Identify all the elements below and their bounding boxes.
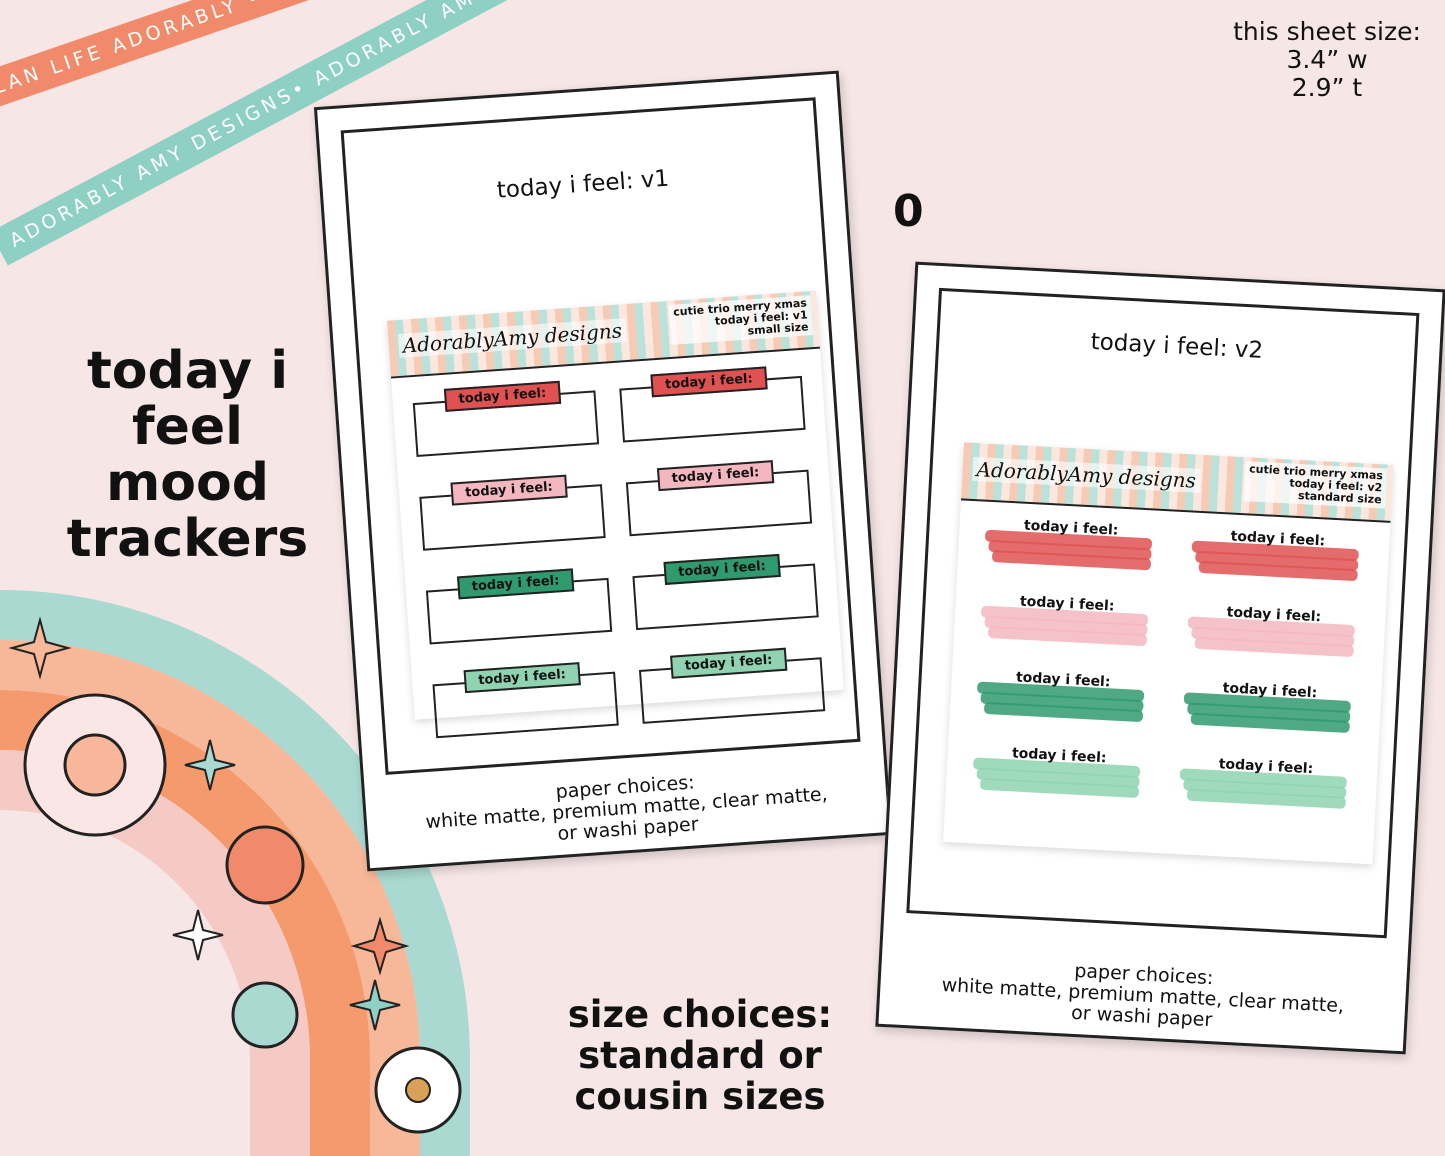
- sticker-tag: today i feel:: [450, 474, 568, 506]
- size-choices-line-3: cousin sizes: [574, 1075, 826, 1118]
- sticker-strip: today i feel:: [977, 513, 1163, 580]
- title-line-2: mood: [106, 453, 269, 513]
- sparkle-icon: [8, 616, 72, 680]
- sheet-size-height: 2.9” t: [1291, 73, 1363, 102]
- rainbow-illustration: [0, 590, 470, 1156]
- sticker-tag: today i feel:: [663, 553, 781, 585]
- sheet-header: AdorablyAmy designs cutie trio merry xma…: [960, 442, 1394, 523]
- sticker-tag: today i feel:: [656, 460, 775, 492]
- sticker-box: today i feel:: [425, 568, 613, 645]
- sticker-grid: today i feel: today i feel: today i feel: t…: [965, 513, 1369, 819]
- size-choices-line-1: size choices:: [567, 993, 833, 1036]
- preview-frame: today i feel: v1 AdorablyAmy designs cut…: [340, 97, 861, 775]
- sticker-grid: today i feel: today i feel: today i feel: t…: [412, 362, 826, 739]
- sticker-preview-v2: today i feel: v2 AdorablyAmy designs cut…: [875, 261, 1445, 1055]
- brand-logo: AdorablyAmy designs: [972, 456, 1201, 493]
- sticker-strip: today i feel:: [1184, 524, 1370, 591]
- paper-choices: paper choices: white matte, premium matt…: [879, 951, 1407, 1041]
- preview-frame: today i feel: v2 AdorablyAmy designs cut…: [906, 287, 1420, 939]
- preview-title: today i feel: v2: [1090, 328, 1264, 364]
- sticker-box: today i feel:: [632, 553, 819, 631]
- sheet-info: cutie trio merry xmas today i feel: v1 s…: [668, 295, 814, 345]
- sparkle-icon: [349, 979, 401, 1031]
- sheet-size-label: this sheet size:: [1233, 17, 1421, 46]
- sticker-box: today i feel:: [638, 647, 826, 724]
- sticker-preview-v1: today i feel: v1 AdorablyAmy designs cut…: [313, 70, 893, 872]
- sticker-tag: today i feel:: [650, 366, 768, 398]
- sticker-box: today i feel:: [619, 366, 806, 443]
- sheet-size-width: 3.4” w: [1286, 45, 1368, 74]
- sticker-tag: today i feel:: [670, 647, 788, 679]
- sticker-strip: today i feel:: [965, 741, 1151, 808]
- sticker-tag: today i feel:: [443, 380, 561, 412]
- sheet-info: cutie trio merry xmas today i feel: v2 s…: [1243, 461, 1388, 509]
- sheet-size-note: this sheet size: 3.4” w 2.9” t: [1227, 18, 1427, 102]
- sticker-box: today i feel:: [432, 662, 619, 739]
- size-choices: size choices: standard or cousin sizes: [560, 994, 840, 1117]
- sticker-tag: today i feel:: [463, 662, 581, 694]
- paper-choices: paper choices: white matte, premium matt…: [365, 759, 888, 858]
- separator-mark: 0: [893, 186, 924, 237]
- sparkle-icon: [350, 916, 410, 976]
- sticker-sheet: AdorablyAmy designs cutie trio merry xma…: [943, 442, 1394, 865]
- sparkle-icon: [172, 909, 224, 961]
- sticker-strip: today i feel:: [1172, 752, 1358, 819]
- orange-flower-icon: [225, 825, 305, 905]
- sticker-box: today i feel:: [625, 460, 813, 537]
- sticker-strip: today i feel:: [1180, 600, 1366, 667]
- sticker-box: today i feel:: [412, 380, 600, 457]
- sparkle-icon: [184, 739, 236, 791]
- brand-logo: AdorablyAmy designs: [397, 318, 627, 358]
- smiley-flower-icon: [23, 693, 167, 837]
- sticker-strip: today i feel:: [973, 589, 1159, 656]
- page-title: today i feel mood trackers: [30, 343, 345, 567]
- preview-title: today i feel: v1: [496, 165, 670, 204]
- sticker-box: today i feel:: [419, 474, 606, 551]
- sticker-strip: today i feel:: [969, 665, 1155, 732]
- sticker-tag: today i feel:: [456, 568, 575, 600]
- size-choices-line-2: standard or: [578, 1034, 822, 1077]
- title-line-3: trackers: [66, 509, 309, 569]
- mint-flower-icon: [231, 981, 299, 1049]
- sticker-strip: today i feel:: [1176, 676, 1362, 743]
- sticker-sheet: AdorablyAmy designs cutie trio merry xma…: [386, 290, 844, 739]
- title-line-1: today i feel: [86, 341, 289, 457]
